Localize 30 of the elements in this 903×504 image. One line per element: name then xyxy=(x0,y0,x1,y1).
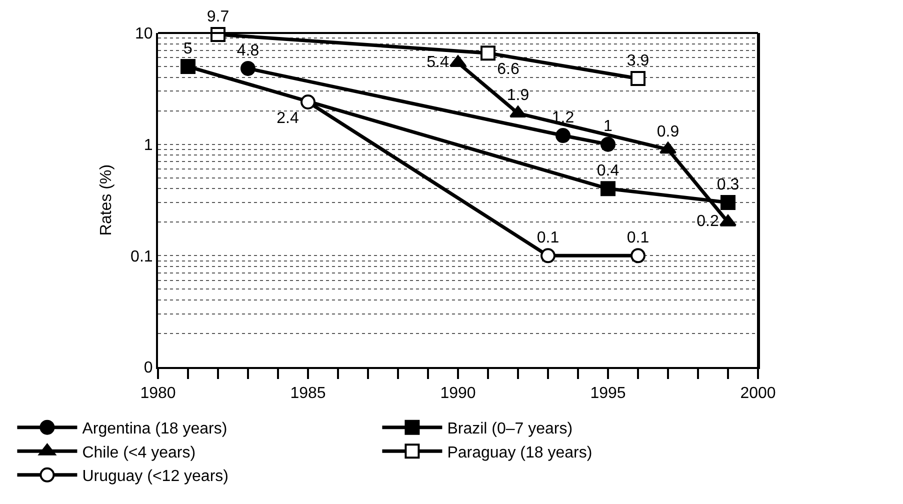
legend-label: Paraguay (18 years) xyxy=(447,444,592,462)
y-axis-title: Rates (%) xyxy=(98,164,115,236)
x-tick-label: 1995 xyxy=(590,385,626,402)
data-label: 0.2 xyxy=(696,213,719,230)
y-tick-label: 0 xyxy=(144,360,153,377)
data-label: 0.1 xyxy=(626,230,650,247)
data-label: 1.9 xyxy=(506,87,530,104)
data-label: 2.4 xyxy=(276,110,299,128)
data-label: 9.7 xyxy=(206,8,230,26)
y-tick-label: 10 xyxy=(135,26,153,43)
y-tick-label: 1 xyxy=(144,136,153,154)
data-label: 3.9 xyxy=(626,52,650,70)
y-tick-label: 0.1 xyxy=(130,248,153,266)
legend-label: Chile (<4 years) xyxy=(82,444,196,462)
x-tick-label: 1990 xyxy=(440,385,476,402)
x-tick-label: 1985 xyxy=(290,385,326,402)
data-label: 1 xyxy=(604,118,613,136)
data-label: 0.3 xyxy=(716,176,740,194)
x-tick-label: 1980 xyxy=(140,385,176,402)
legend-label: Uruguay (<12 years) xyxy=(82,468,228,486)
data-label: 0.9 xyxy=(656,123,680,140)
legend-label: Argentina (18 years) xyxy=(82,420,228,438)
data-label: 5 xyxy=(184,40,193,58)
data-label: 0.1 xyxy=(536,230,560,247)
data-label: 0.4 xyxy=(596,162,620,180)
x-tick-label: 2000 xyxy=(740,385,776,402)
data-label: 5.4 xyxy=(426,54,449,71)
legend-label: Brazil (0–7 years) xyxy=(447,420,573,438)
data-label: 4.8 xyxy=(236,42,260,60)
data-label: 6.6 xyxy=(497,61,520,78)
